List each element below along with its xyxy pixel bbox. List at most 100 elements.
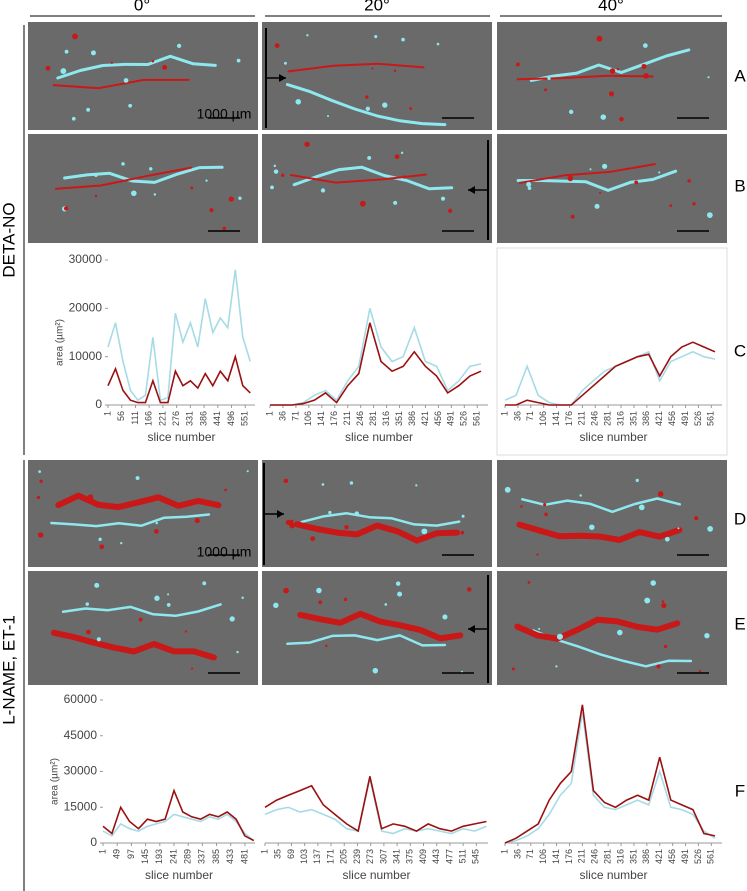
fragment <box>669 204 673 208</box>
series-line <box>504 704 716 844</box>
fragment <box>270 185 274 190</box>
x-tick-label: 375 <box>405 849 415 864</box>
panel-frame <box>496 247 728 456</box>
fragment <box>38 470 41 473</box>
x-tick-label: 385 <box>211 849 221 864</box>
fragment <box>393 69 397 72</box>
fragment <box>236 650 239 654</box>
x-tick-label: 545 <box>471 849 481 864</box>
fragment <box>536 553 539 556</box>
x-tick-label: 273 <box>365 849 375 864</box>
x-tick-label: 166 <box>144 411 154 426</box>
fragment <box>236 58 241 63</box>
x-tick-label: 491 <box>680 849 690 864</box>
fragment <box>94 582 100 588</box>
series-line <box>102 788 255 842</box>
fragment <box>374 35 378 39</box>
fragment <box>394 154 400 160</box>
fragment <box>527 186 532 191</box>
y-tick-label: 30000 <box>64 764 98 778</box>
fragment <box>72 33 78 40</box>
vessel <box>518 163 656 184</box>
y-tick-label: 20000 <box>69 301 103 315</box>
vessel <box>297 610 464 642</box>
panel-label: F <box>735 781 745 800</box>
fragment <box>246 470 249 473</box>
fragment <box>326 115 330 118</box>
x-tick-label: 307 <box>378 849 388 864</box>
fragment <box>544 512 548 517</box>
fragment <box>228 196 234 202</box>
x-tick-label: 386 <box>641 411 651 426</box>
fragment <box>661 602 667 609</box>
x-tick-label: 456 <box>433 411 443 426</box>
fragment <box>421 528 428 535</box>
y-tick-label: 30000 <box>69 252 103 266</box>
fragment <box>602 163 608 169</box>
fragment <box>698 669 702 673</box>
x-tick-label: 1 <box>264 411 274 416</box>
x-tick-label: 526 <box>693 411 703 426</box>
fragment <box>191 667 194 670</box>
fragment <box>151 59 155 63</box>
x-tick-label: 71 <box>290 411 300 421</box>
column-headers <box>23 15 722 891</box>
fragment <box>547 76 551 81</box>
x-tick-label: 316 <box>615 411 625 426</box>
x-tick-label: 246 <box>355 411 365 426</box>
x-tick-label: 316 <box>381 411 391 426</box>
fragment <box>229 616 235 622</box>
vessel <box>285 83 447 127</box>
y-axis-label: area (µm²) <box>50 758 61 805</box>
series-line <box>504 350 716 406</box>
x-tick-label: 1 <box>499 411 509 416</box>
x-tick-label: 106 <box>303 411 313 426</box>
group-label: DETA-NO <box>0 202 18 277</box>
micrograph <box>262 134 492 243</box>
panel-label: B <box>734 176 745 195</box>
vessel <box>292 165 454 191</box>
fragment <box>98 537 102 542</box>
panel-label: D <box>734 509 746 528</box>
x-tick-label: 433 <box>225 849 235 864</box>
fragment <box>222 226 227 231</box>
fragment <box>154 595 160 601</box>
x-tick-label: 276 <box>171 411 181 426</box>
x-tick-label: 239 <box>352 849 362 864</box>
series-line <box>270 322 482 406</box>
fragment <box>440 196 446 201</box>
arrow-head <box>277 510 284 518</box>
fragment <box>99 544 105 550</box>
x-axis-label: slice number <box>345 430 413 444</box>
fragment <box>238 196 242 200</box>
vessel <box>287 62 425 73</box>
fragment <box>241 596 244 599</box>
fragment <box>650 580 657 586</box>
fragment <box>638 504 645 511</box>
fragment <box>310 536 316 542</box>
vessel <box>294 521 460 544</box>
fragment <box>354 511 360 516</box>
x-tick-label: 409 <box>418 849 428 864</box>
vessel <box>286 634 447 647</box>
fragment <box>609 68 616 74</box>
fragment <box>466 587 472 592</box>
fragment <box>692 202 696 206</box>
x-tick-label: 456 <box>667 411 677 426</box>
fragment <box>526 181 532 187</box>
x-tick-label: 145 <box>140 849 150 864</box>
fragment <box>382 102 388 108</box>
fragment <box>677 527 680 530</box>
series-line <box>270 308 482 406</box>
column-header: 20° <box>364 0 390 14</box>
fragment <box>283 61 287 65</box>
x-tick-label: 1 <box>97 849 107 854</box>
x-tick-label: 246 <box>590 849 600 864</box>
fragment <box>579 494 582 497</box>
fragment <box>184 630 188 633</box>
x-tick-label: 561 <box>472 411 482 426</box>
fragment <box>409 107 413 110</box>
fragment <box>138 617 143 622</box>
x-tick-label: 111 <box>130 411 140 425</box>
x-axis-label: slice number <box>342 868 410 882</box>
